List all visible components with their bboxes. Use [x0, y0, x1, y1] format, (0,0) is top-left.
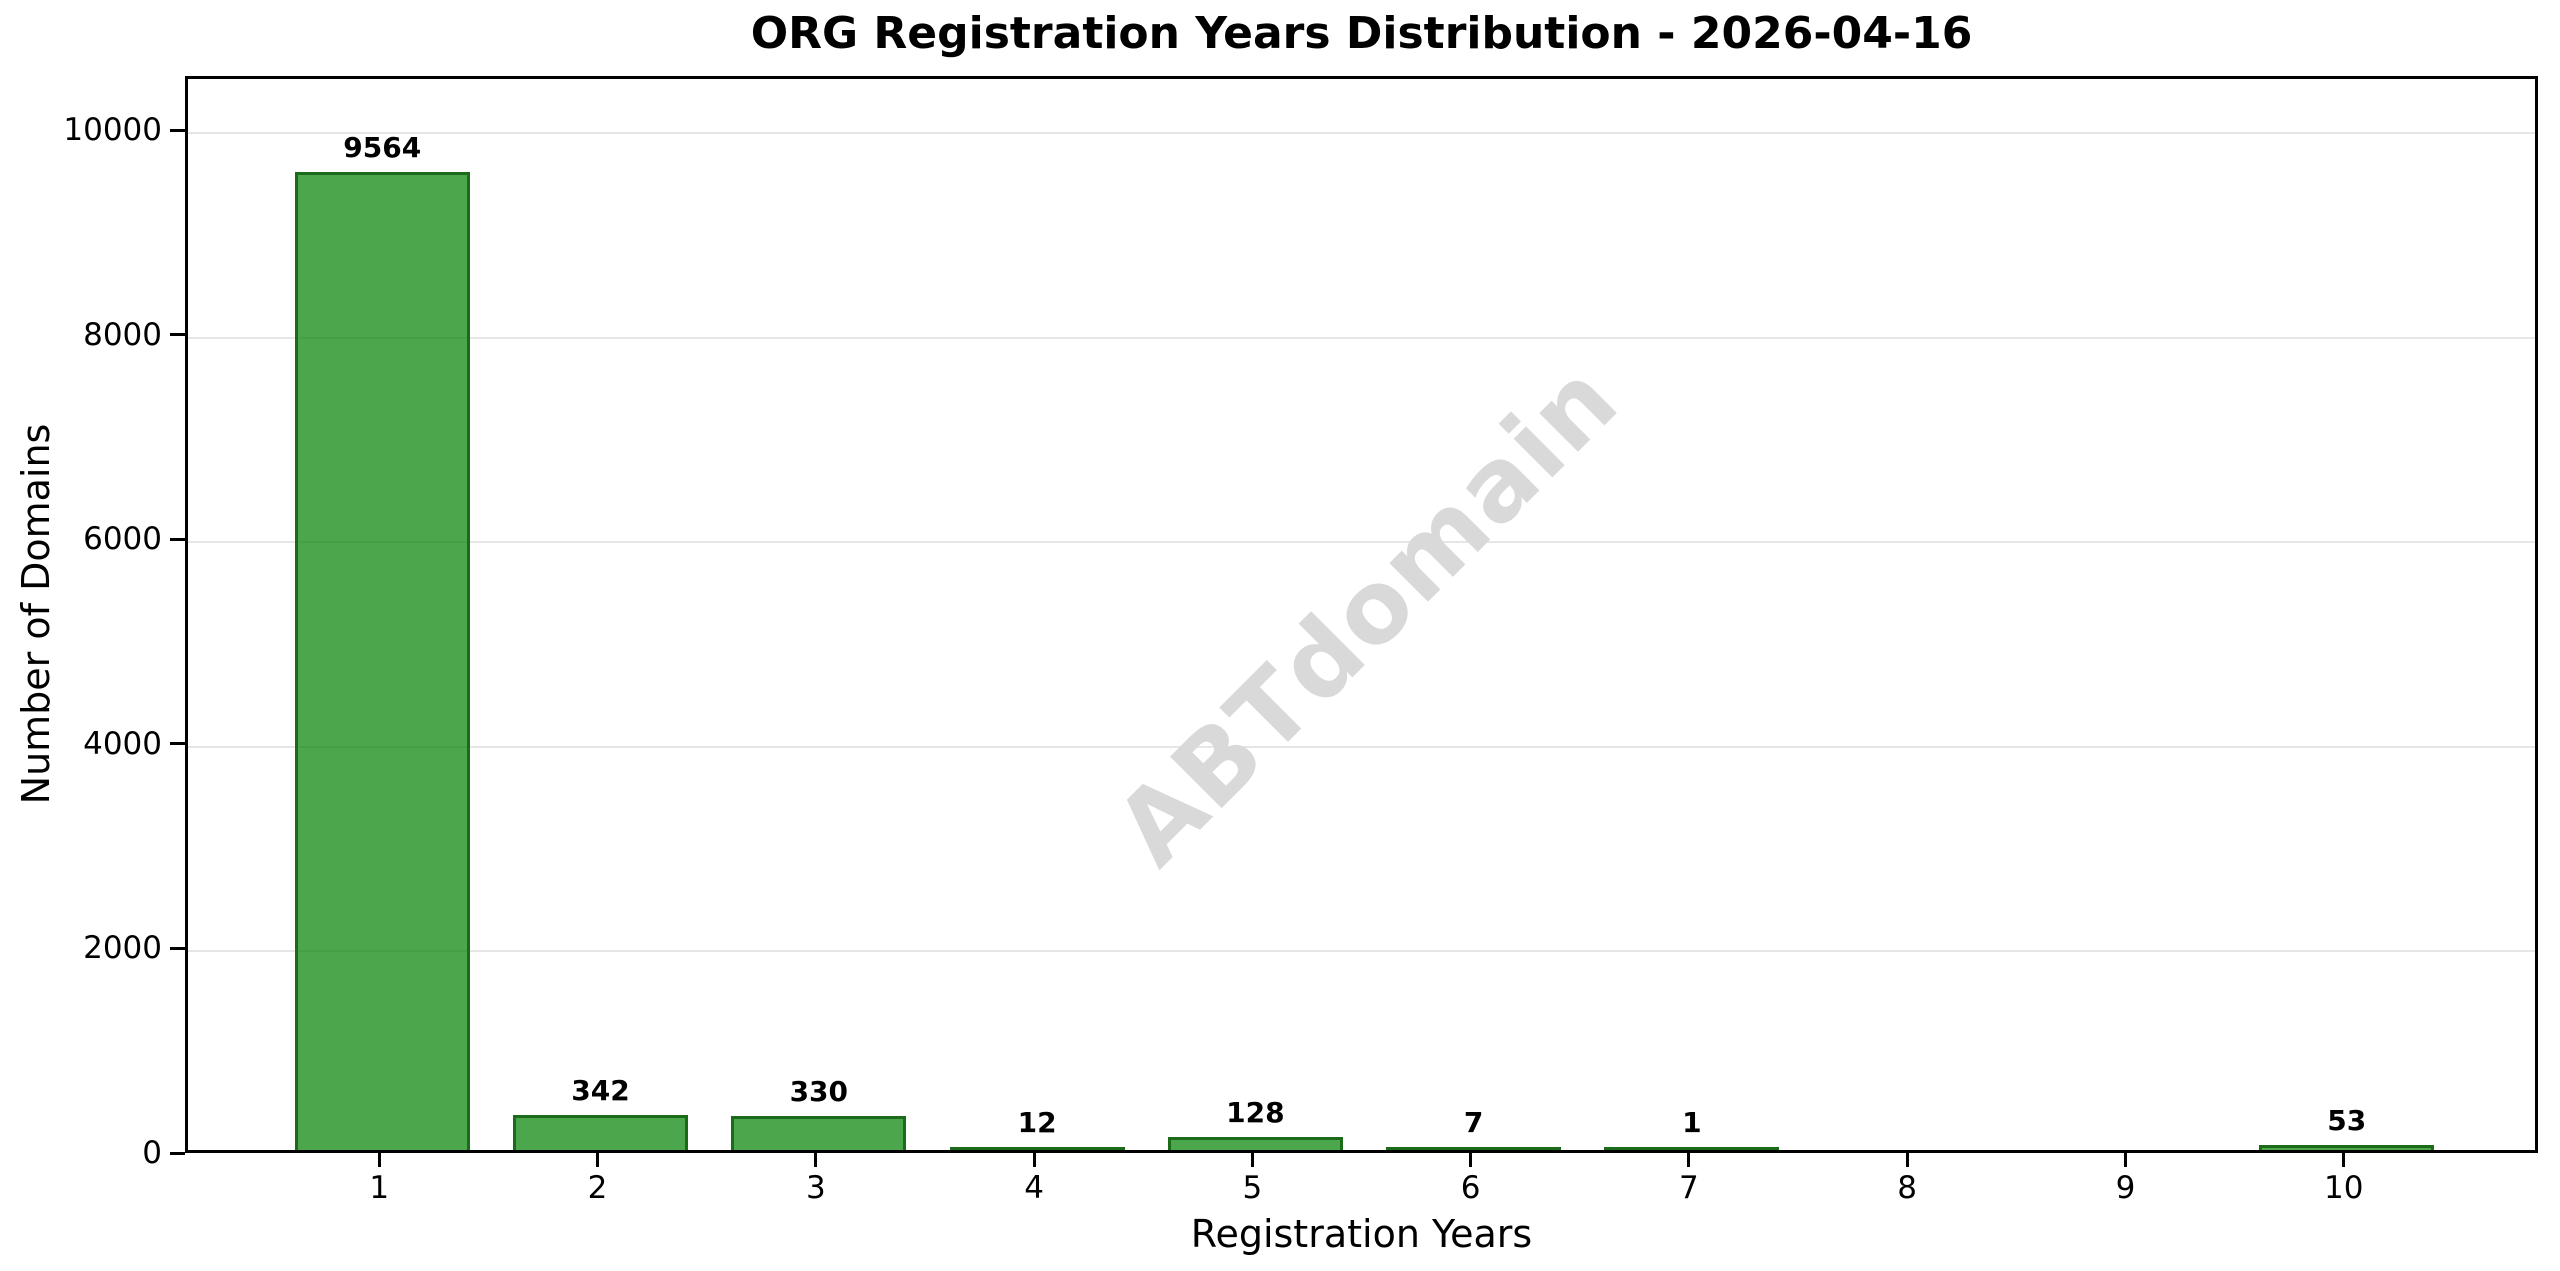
chart-title: ORG Registration Years Distribution - 20… — [750, 8, 1973, 59]
x-tick-label-9: 9 — [2115, 1170, 2136, 1206]
x-tick-mark-10 — [2342, 1153, 2346, 1167]
bar-value-label-6: 7 — [1463, 1106, 1484, 1139]
x-tick-mark-8 — [1905, 1153, 1909, 1167]
bar-value-label-5: 128 — [1226, 1096, 1285, 1129]
gridline-y-4000 — [188, 745, 2535, 748]
watermark-text: ABTdomain — [1093, 340, 1641, 888]
y-tick-mark-2000 — [170, 946, 185, 950]
x-tick-mark-7 — [1687, 1153, 1691, 1167]
y-tick-label-8000: 8000 — [83, 316, 162, 353]
x-tick-label-3: 3 — [805, 1170, 826, 1206]
x-axis-label: Registration Years — [1190, 1212, 1533, 1256]
bar-value-label-4: 12 — [1017, 1106, 1057, 1139]
y-tick-mark-4000 — [170, 742, 185, 746]
bar-year-2 — [513, 1115, 688, 1150]
gridline-y-10000 — [188, 132, 2535, 135]
bar-year-3 — [731, 1116, 906, 1150]
gridline-y-2000 — [188, 950, 2535, 953]
bar-year-5 — [1168, 1137, 1343, 1150]
y-tick-mark-0 — [170, 1151, 185, 1155]
x-tick-label-7: 7 — [1679, 1170, 1699, 1206]
bar-value-label-1: 9564 — [343, 131, 422, 164]
y-tick-label-6000: 6000 — [83, 521, 162, 558]
x-tick-label-2: 2 — [587, 1170, 608, 1206]
x-tick-label-5: 5 — [1242, 1170, 1263, 1206]
x-tick-mark-1 — [377, 1153, 381, 1167]
bar-year-1 — [295, 172, 470, 1150]
x-tick-mark-4 — [1032, 1153, 1036, 1167]
bar-year-7 — [1604, 1147, 1779, 1150]
bar-value-label-10: 53 — [2327, 1104, 2367, 1137]
bar-year-4 — [950, 1147, 1125, 1150]
y-tick-label-0: 0 — [142, 1135, 162, 1171]
x-tick-mark-5 — [1250, 1153, 1254, 1167]
bar-value-label-3: 330 — [789, 1075, 849, 1108]
plot-area: 9564 342 330 12 128 7 1 53 ABTdomain — [185, 76, 2538, 1153]
y-tick-label-4000: 4000 — [83, 725, 162, 762]
bar-year-6 — [1386, 1147, 1561, 1150]
x-tick-label-8: 8 — [1897, 1170, 1918, 1206]
x-tick-mark-9 — [2123, 1153, 2127, 1167]
x-tick-mark-6 — [1469, 1153, 1473, 1167]
x-tick-mark-3 — [814, 1153, 818, 1167]
bar-value-label-7: 1 — [1682, 1106, 1702, 1139]
y-tick-label-2000: 2000 — [83, 930, 162, 967]
gridline-y-8000 — [188, 336, 2535, 339]
y-tick-mark-10000 — [170, 128, 185, 132]
y-tick-mark-8000 — [170, 333, 185, 337]
x-tick-label-6: 6 — [1460, 1170, 1481, 1206]
gridline-y-6000 — [188, 541, 2535, 544]
x-tick-label-1: 1 — [369, 1170, 390, 1206]
y-tick-mark-6000 — [170, 537, 185, 541]
y-tick-label-10000: 10000 — [63, 112, 162, 149]
x-tick-label-4: 4 — [1024, 1170, 1044, 1206]
x-tick-label-10: 10 — [2324, 1170, 2364, 1206]
x-tick-mark-2 — [596, 1153, 600, 1167]
bar-value-label-2: 342 — [571, 1074, 630, 1107]
bar-year-10 — [2259, 1145, 2434, 1150]
